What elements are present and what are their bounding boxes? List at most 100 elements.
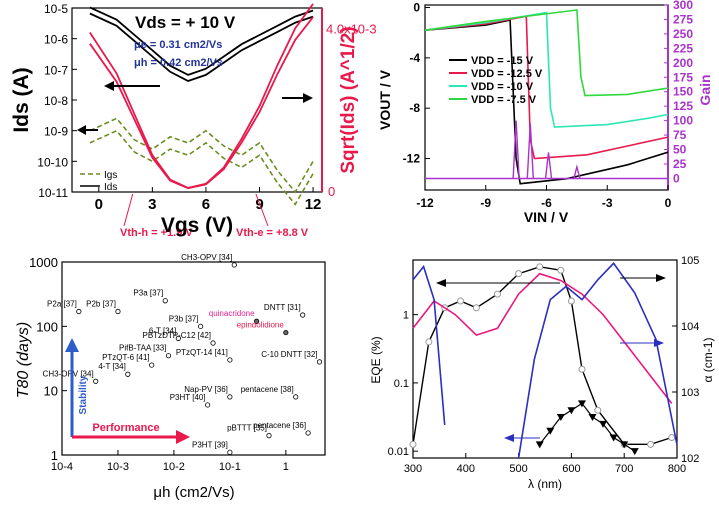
- gain-peak: [544, 152, 553, 179]
- vout-curve-1: [424, 15, 669, 160]
- y-tick-label: 10-9: [44, 125, 68, 139]
- right-tick-label: 105: [681, 255, 699, 267]
- point-label: PTzQT-14 [41]: [176, 348, 228, 357]
- eqe-marker: [594, 406, 602, 414]
- scatter-point: [175, 335, 181, 341]
- eqe-marker: [668, 434, 676, 442]
- point-label: pentacene [38]: [241, 385, 294, 394]
- x-tick-label: 600: [562, 463, 580, 475]
- x-axis-label: μh (cm2/Vs): [153, 484, 234, 501]
- gain-tick-label: 100: [673, 114, 693, 128]
- x-tick-label: -6: [541, 196, 552, 210]
- eqe-marker: [536, 263, 544, 271]
- scatter-point: [231, 262, 237, 268]
- right-tick-label: 102: [681, 453, 699, 465]
- point-label: Nap-PV [36]: [184, 385, 228, 394]
- gain-tick-label: 150: [673, 85, 693, 99]
- gain-peak: [512, 120, 520, 179]
- triangle-marker: [630, 448, 639, 456]
- y-tick-label: 0.1: [394, 378, 409, 390]
- point-label: epindolidione: [237, 321, 285, 330]
- mu-h-annotation: μh = 0.42 cm2/Vs: [134, 57, 223, 69]
- scatter-point: [283, 329, 289, 336]
- scatter-point: [316, 359, 323, 365]
- point-label: P3HT [40]: [170, 393, 206, 402]
- x-tick-label: 3: [148, 196, 156, 213]
- pink-curve: [412, 272, 673, 404]
- y-tick-label: 1: [403, 310, 409, 322]
- y-tick-label: 1000: [29, 255, 58, 270]
- arrow-head: [504, 434, 514, 442]
- eqe-marker: [472, 304, 480, 312]
- y-tick-label: 0.01: [388, 446, 409, 458]
- x-axis-label: λ (nm): [528, 477, 562, 491]
- scatter-point: [227, 449, 233, 455]
- scatter-point: [149, 362, 155, 368]
- scatter-point: [162, 298, 168, 304]
- eqe-curve: [412, 266, 672, 445]
- eqe-marker: [578, 365, 586, 373]
- gain-tick-label: 0: [673, 171, 680, 185]
- point-label: pentacene [36]: [253, 421, 306, 430]
- arrow-head: [656, 274, 666, 282]
- vout-curve-2: [424, 11, 669, 128]
- y-axis-label-left: VOUT / V: [377, 69, 393, 130]
- vout-curve-0: [424, 19, 669, 185]
- triangle-marker: [567, 407, 576, 415]
- eqe-panel: 300 400 500 600 700 800 0.01 0.1 1 102 103 104 105 λ …: [369, 255, 715, 491]
- panel-title: Vds = + 10 V: [135, 13, 236, 32]
- vth-h-annotation: Vth-h = +1.9 V: [120, 227, 193, 239]
- point-label: PifB-TAA [33]: [119, 344, 166, 353]
- x-tick-label: 700: [615, 463, 633, 475]
- blue-absorption-right: [517, 262, 678, 459]
- y-tick-label: 0: [413, 1, 420, 15]
- gain-tick-label: 300: [673, 0, 693, 12]
- point-label: quinacridone: [209, 309, 255, 318]
- scatter-point: [300, 312, 306, 318]
- point-label: P3a [37]: [133, 289, 163, 298]
- eqe-marker: [425, 338, 433, 346]
- gain-tick-label: 50: [673, 143, 687, 157]
- arrow-head-left: [104, 81, 114, 91]
- triangle-marker: [599, 420, 608, 428]
- y-axis-label-right: Gain: [697, 74, 713, 105]
- eqe-plot-frame: [412, 259, 678, 459]
- point-label: P2b [37]: [86, 300, 116, 309]
- scatter-point: [266, 433, 272, 439]
- triangle-marker: [546, 427, 555, 435]
- x-tick-label: 800: [668, 463, 686, 475]
- y-axis-label-left: Ids (A): [10, 67, 33, 132]
- triangle-marker: [535, 441, 544, 449]
- x-tick-label: 0: [95, 196, 103, 213]
- ids-curve-reverse: [89, 6, 314, 76]
- igs-curve-2: [89, 129, 314, 206]
- scatter-point: [165, 353, 172, 359]
- gain-tick-label: 75: [673, 128, 687, 142]
- stability-panel: 10-4 10-3 10-2 10-1 1 1 10 100 1000 P2a [37] P2b […: [15, 253, 326, 501]
- sqrt-curve-2: [89, 16, 314, 190]
- y-tick-label: 1: [51, 448, 58, 463]
- y-tick-label: 10-6: [44, 33, 68, 47]
- scatter-point: [210, 340, 216, 346]
- legend-igs-label: Igs: [104, 170, 117, 181]
- mu-e-annotation: μe = 0.31 cm2/Vs: [134, 39, 222, 51]
- point-label: CH3-OPV [34]: [181, 253, 232, 262]
- scatter-point: [305, 430, 311, 436]
- performance-label: Performance: [92, 422, 159, 434]
- scatter-point: [227, 394, 233, 400]
- x-tick-label: 10-3: [107, 461, 129, 473]
- inverter-plot-frame: [424, 4, 669, 191]
- point-label: 4-T [34]: [98, 362, 125, 371]
- x-tick-label: 6: [202, 196, 210, 213]
- blue-absorption-left: [412, 264, 446, 426]
- vth-e-pointer: [255, 193, 269, 227]
- igs-curve-1: [89, 117, 314, 194]
- eqe-marker: [647, 440, 655, 448]
- stability-arrow-head: [65, 338, 79, 352]
- stability-label: Stability: [78, 375, 89, 414]
- transfer-plot-frame: [71, 7, 323, 193]
- scatter-point: [115, 308, 121, 315]
- arrow-head-right: [303, 93, 313, 103]
- point-label: PBTzDTP-C12 [42]: [143, 331, 211, 340]
